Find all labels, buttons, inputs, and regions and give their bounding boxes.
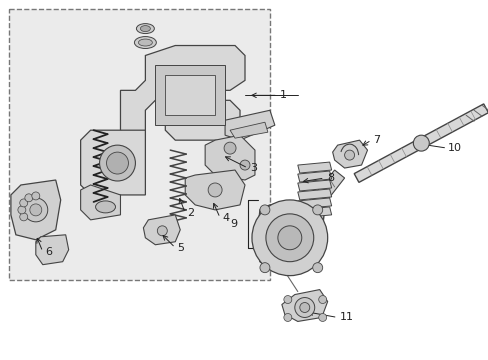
Polygon shape: [297, 171, 331, 182]
Circle shape: [265, 214, 313, 262]
Circle shape: [260, 205, 269, 215]
Circle shape: [283, 314, 291, 321]
Circle shape: [18, 206, 26, 214]
Circle shape: [294, 298, 314, 318]
Circle shape: [208, 183, 222, 197]
Polygon shape: [224, 110, 274, 140]
Circle shape: [312, 205, 322, 215]
Text: 6: 6: [45, 247, 52, 257]
Polygon shape: [165, 75, 215, 115]
Circle shape: [283, 296, 291, 303]
Polygon shape: [297, 162, 331, 173]
Circle shape: [344, 150, 354, 160]
Polygon shape: [297, 207, 331, 218]
Polygon shape: [143, 215, 180, 245]
Polygon shape: [155, 66, 224, 125]
Circle shape: [318, 296, 326, 303]
Polygon shape: [258, 200, 324, 272]
Text: 11: 11: [339, 312, 353, 323]
Polygon shape: [185, 170, 244, 210]
Circle shape: [240, 160, 249, 170]
Circle shape: [312, 263, 322, 273]
Circle shape: [412, 135, 428, 151]
Circle shape: [157, 226, 167, 236]
Text: 10: 10: [447, 143, 461, 153]
Polygon shape: [353, 104, 488, 183]
Text: 1: 1: [279, 90, 286, 100]
Text: 8: 8: [327, 173, 334, 183]
Polygon shape: [81, 130, 145, 195]
Polygon shape: [297, 198, 331, 209]
Circle shape: [251, 200, 327, 276]
Text: 9: 9: [229, 219, 237, 229]
Circle shape: [20, 213, 28, 221]
Text: 5: 5: [177, 243, 184, 253]
Circle shape: [260, 263, 269, 273]
Circle shape: [224, 142, 236, 154]
Text: 2: 2: [187, 208, 194, 218]
Circle shape: [32, 192, 40, 200]
Polygon shape: [11, 180, 61, 240]
FancyBboxPatch shape: [9, 9, 269, 280]
Text: 7: 7: [373, 135, 380, 145]
Polygon shape: [81, 185, 120, 220]
Circle shape: [30, 204, 41, 216]
Circle shape: [25, 194, 33, 202]
Circle shape: [20, 199, 28, 207]
Ellipse shape: [134, 37, 156, 49]
Polygon shape: [309, 170, 344, 210]
Polygon shape: [120, 45, 244, 140]
Circle shape: [24, 198, 48, 222]
Polygon shape: [36, 235, 68, 265]
Polygon shape: [332, 140, 367, 168]
Polygon shape: [297, 180, 331, 191]
Circle shape: [299, 302, 309, 312]
Text: 4: 4: [222, 213, 229, 223]
Polygon shape: [229, 122, 267, 138]
Circle shape: [318, 314, 326, 321]
Ellipse shape: [95, 201, 115, 213]
Text: 3: 3: [249, 163, 257, 173]
Circle shape: [277, 226, 301, 250]
Polygon shape: [281, 289, 327, 321]
Polygon shape: [297, 189, 331, 200]
Ellipse shape: [136, 24, 154, 33]
Ellipse shape: [138, 39, 152, 46]
Ellipse shape: [140, 26, 150, 32]
Polygon shape: [205, 135, 254, 180]
Circle shape: [106, 152, 128, 174]
Circle shape: [100, 145, 135, 181]
